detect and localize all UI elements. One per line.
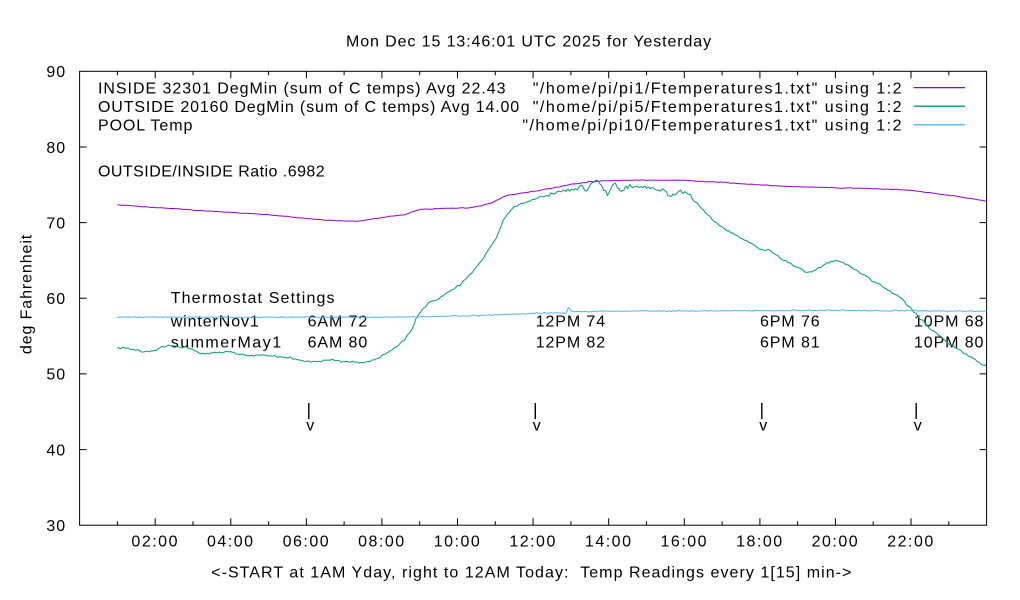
svg-text:winterNov1: winterNov1 — [170, 314, 260, 331]
svg-text:12PM 74: 12PM 74 — [536, 314, 606, 331]
svg-text:12:00: 12:00 — [509, 534, 557, 551]
svg-text:40: 40 — [46, 442, 66, 459]
svg-text:6PM 81: 6PM 81 — [760, 335, 821, 352]
svg-text:10:00: 10:00 — [434, 534, 482, 551]
svg-text:80: 80 — [46, 140, 66, 157]
svg-text:6AM 80: 6AM 80 — [308, 335, 369, 352]
svg-text:deg Fahrenheit: deg Fahrenheit — [19, 234, 36, 354]
svg-text:60: 60 — [46, 291, 66, 308]
svg-text:"/home/pi/pi1/Ftemperatures1.t: "/home/pi/pi1/Ftemperatures1.txt" using … — [533, 81, 903, 98]
svg-text:OUTSIDE/INSIDE Ratio .6982: OUTSIDE/INSIDE Ratio .6982 — [98, 164, 325, 181]
svg-text:50: 50 — [46, 367, 66, 384]
svg-text:12PM 82: 12PM 82 — [536, 335, 606, 352]
svg-text:6AM 72: 6AM 72 — [308, 314, 369, 331]
svg-text:POOL Temp: POOL Temp — [98, 118, 193, 135]
svg-text:10PM 80: 10PM 80 — [914, 335, 984, 352]
svg-text:02:00: 02:00 — [131, 534, 179, 551]
svg-text:08:00: 08:00 — [358, 534, 406, 551]
svg-text:90: 90 — [46, 64, 66, 81]
svg-text:INSIDE 32301 DegMin (sum of C: INSIDE 32301 DegMin (sum of C temps) Avg… — [98, 81, 506, 98]
svg-text:30: 30 — [46, 518, 66, 535]
svg-text:06:00: 06:00 — [283, 534, 331, 551]
svg-text:04:00: 04:00 — [207, 534, 255, 551]
svg-text:22:00: 22:00 — [887, 534, 935, 551]
svg-text:v: v — [306, 418, 314, 435]
svg-text:OUTSIDE 20160 DegMin (sum of C: OUTSIDE 20160 DegMin (sum of C temps) Av… — [98, 99, 520, 116]
svg-text:Thermostat Settings: Thermostat Settings — [171, 290, 336, 307]
svg-text:"/home/pi/pi10/Ftemperatures1.: "/home/pi/pi10/Ftemperatures1.txt" using… — [522, 118, 903, 135]
svg-text:summerMay1: summerMay1 — [171, 335, 283, 352]
svg-text:10PM 68: 10PM 68 — [914, 314, 984, 331]
svg-text:<-START at 1AM Yday, right to: <-START at 1AM Yday, right to 12AM Today… — [211, 565, 852, 582]
svg-text:v: v — [759, 418, 767, 435]
svg-text:20:00: 20:00 — [812, 534, 860, 551]
svg-text:v: v — [533, 418, 541, 435]
svg-text:Mon Dec 15 13:46:01 UTC 2025 f: Mon Dec 15 13:46:01 UTC 2025 for Yesterd… — [346, 34, 712, 51]
svg-text:6PM 76: 6PM 76 — [760, 314, 821, 331]
svg-text:v: v — [914, 418, 922, 435]
svg-text:70: 70 — [46, 215, 66, 232]
svg-text:18:00: 18:00 — [736, 534, 784, 551]
svg-text:"/home/pi/pi5/Ftemperatures1.t: "/home/pi/pi5/Ftemperatures1.txt" using … — [533, 99, 903, 116]
svg-text:16:00: 16:00 — [661, 534, 709, 551]
svg-text:14:00: 14:00 — [585, 534, 633, 551]
